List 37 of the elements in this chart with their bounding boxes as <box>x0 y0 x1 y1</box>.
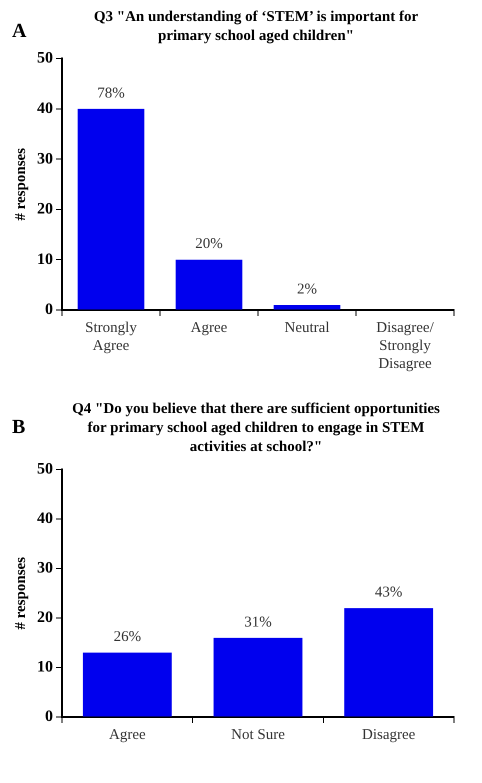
bar <box>82 652 172 716</box>
y-tick-label: 10 <box>37 658 53 676</box>
bar <box>176 260 242 310</box>
y-tick-label: 0 <box>45 708 53 726</box>
x-tick-label: Strongly Agree <box>85 320 138 354</box>
x-tick-label: Neutral <box>284 320 330 336</box>
text: A <box>12 20 26 42</box>
annotation: 31% <box>244 614 272 630</box>
text: B <box>12 416 26 438</box>
y-tick-label: 30 <box>37 560 53 577</box>
y-tick-label: 0 <box>45 301 53 318</box>
x-tick-label: Disagree <box>362 726 416 743</box>
y-axis-title: # responses <box>12 148 29 221</box>
annotation: 20% <box>195 236 223 252</box>
y-tick-label: 20 <box>37 609 53 626</box>
bar <box>214 638 302 716</box>
y-tick-label: 10 <box>37 250 53 268</box>
y-axis-title: # responses <box>12 556 29 630</box>
y-tick-label: 20 <box>37 200 53 218</box>
chart-title: Q3 "An understanding of ‘STEM’ is important for primary school aged children" <box>92 8 420 46</box>
x-tick-label: Agree <box>109 726 146 743</box>
bar <box>78 108 144 310</box>
y-tick-label: 50 <box>37 50 53 67</box>
chart-title: Q4 "Do you believe that there are sufficient opportunities for primary school aged children to engage in STEM activities at school?" <box>71 400 441 457</box>
annotation: 2% <box>297 281 317 298</box>
y-tick-label: 50 <box>37 460 53 478</box>
y-tick-label: 30 <box>37 150 53 168</box>
x-tick-label: Agree <box>190 320 228 336</box>
x-tick-label: Not Sure <box>231 726 286 743</box>
annotation: 78% <box>97 85 125 102</box>
bar <box>274 304 340 310</box>
annotation: 26% <box>114 629 142 646</box>
y-tick-label: 40 <box>37 100 53 118</box>
annotation: 43% <box>374 584 402 601</box>
x-tick-label: Disagree/ Strongly Disagree <box>376 320 435 372</box>
y-tick-label: 40 <box>37 510 53 528</box>
bar <box>344 608 434 716</box>
